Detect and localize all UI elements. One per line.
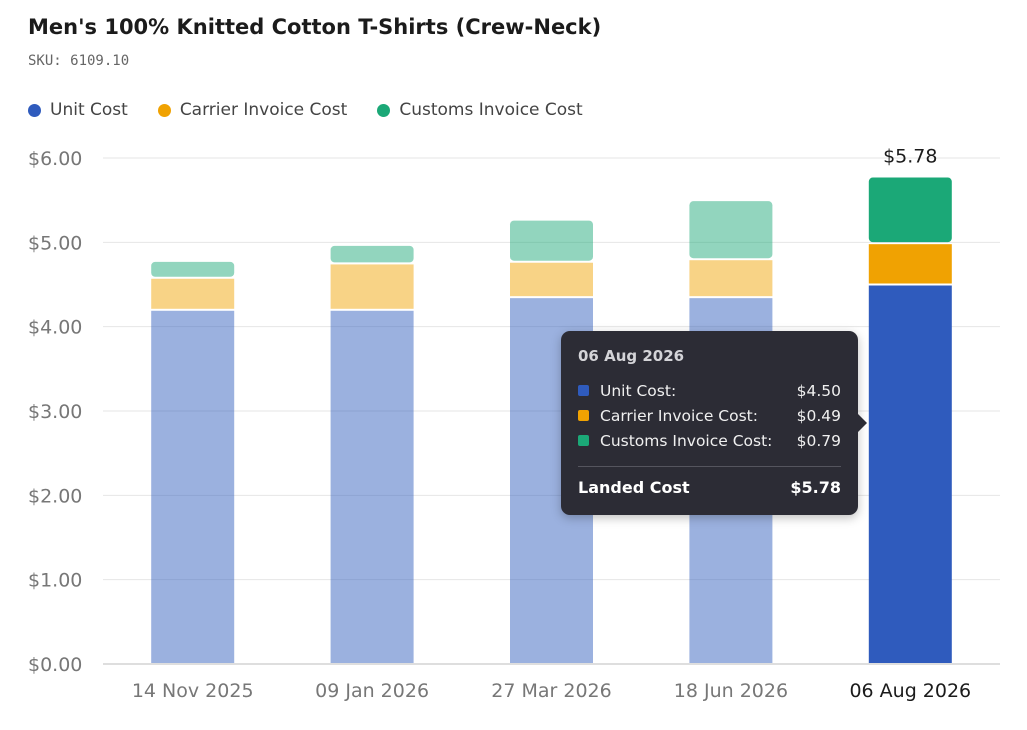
tooltip-label-unit-cost: Unit Cost: (600, 381, 677, 400)
tooltip-label-customs-cost: Customs Invoice Cost: (600, 431, 773, 450)
bar-segment (151, 278, 235, 309)
bar-segment (330, 264, 414, 309)
bar-segment (868, 244, 952, 284)
tooltip-total-label: Landed Cost (578, 478, 690, 497)
legend-dot-customs-cost (377, 103, 391, 117)
tooltip-date: 06 Aug 2026 (578, 347, 685, 365)
x-tick-label: 09 Jan 2026 (315, 680, 429, 702)
tooltip-value-unit-cost: $4.50 (796, 381, 841, 400)
tooltip-total-value: $5.78 (790, 478, 841, 497)
x-tick-label: 18 Jun 2026 (674, 680, 788, 702)
legend-dot-unit-cost (28, 103, 41, 117)
x-tick-label: 27 Mar 2026 (491, 680, 611, 702)
y-tick-label: $3.00 (28, 401, 82, 423)
bar-segment (689, 260, 773, 297)
tooltip-swatch-customs-cost (578, 435, 589, 446)
legend-item-carrier-cost[interactable]: Carrier Invoice Cost (157, 100, 348, 120)
x-tick-label: 06 Aug 2026 (849, 680, 971, 702)
tooltip-row-unit-cost: Unit Cost: $4.50 (578, 378, 841, 403)
bar-segment (151, 310, 235, 663)
legend-item-unit-cost[interactable]: Unit Cost (28, 100, 128, 120)
legend-label-customs-cost: Customs Invoice Cost (399, 100, 583, 120)
bar-segment (689, 201, 773, 259)
chart-title: Men's 100% Knitted Cotton T-Shirts (Crew… (28, 15, 602, 39)
sku-label: SKU: 6109.10 (28, 53, 130, 69)
tooltip-value-carrier-cost: $0.49 (796, 406, 841, 425)
legend-item-customs-cost[interactable]: Customs Invoice Cost (377, 100, 583, 120)
legend-dot-carrier-cost (157, 103, 171, 117)
tooltip-total: Landed Cost $5.78 (578, 478, 841, 497)
bar-segment (868, 177, 952, 243)
tooltip-divider (578, 466, 841, 467)
bar-segment (868, 285, 952, 663)
tooltip-swatch-unit-cost (578, 385, 589, 396)
bar-segment (510, 262, 593, 297)
legend-label-carrier-cost: Carrier Invoice Cost (179, 100, 348, 120)
bar-segment (510, 220, 593, 261)
bar-segment (330, 245, 414, 263)
tooltip-row-customs-cost: Customs Invoice Cost: $0.79 (578, 428, 841, 453)
bar-total-label: $5.78 (883, 146, 937, 168)
y-tick-label: $6.00 (28, 148, 82, 170)
bar-segment (330, 310, 414, 663)
tooltip-row-carrier-cost: Carrier Invoice Cost: $0.49 (578, 403, 841, 428)
tooltip-value-customs-cost: $0.79 (796, 431, 841, 450)
legend-label-unit-cost: Unit Cost (50, 100, 128, 120)
y-tick-label: $0.00 (28, 654, 82, 676)
bar-segment (151, 261, 235, 277)
tooltip: 06 Aug 2026 Unit Cost: $4.50 Carrier Inv… (561, 331, 867, 515)
x-tick-label: 14 Nov 2025 (132, 680, 254, 702)
y-tick-label: $2.00 (28, 485, 82, 507)
y-tick-label: $5.00 (28, 232, 82, 254)
y-tick-label: $1.00 (28, 570, 82, 592)
y-tick-label: $4.00 (28, 317, 82, 339)
chart-legend: Unit Cost Carrier Invoice Cost Customs I… (28, 100, 583, 120)
tooltip-swatch-carrier-cost (578, 410, 589, 421)
tooltip-label-carrier-cost: Carrier Invoice Cost: (600, 406, 758, 425)
